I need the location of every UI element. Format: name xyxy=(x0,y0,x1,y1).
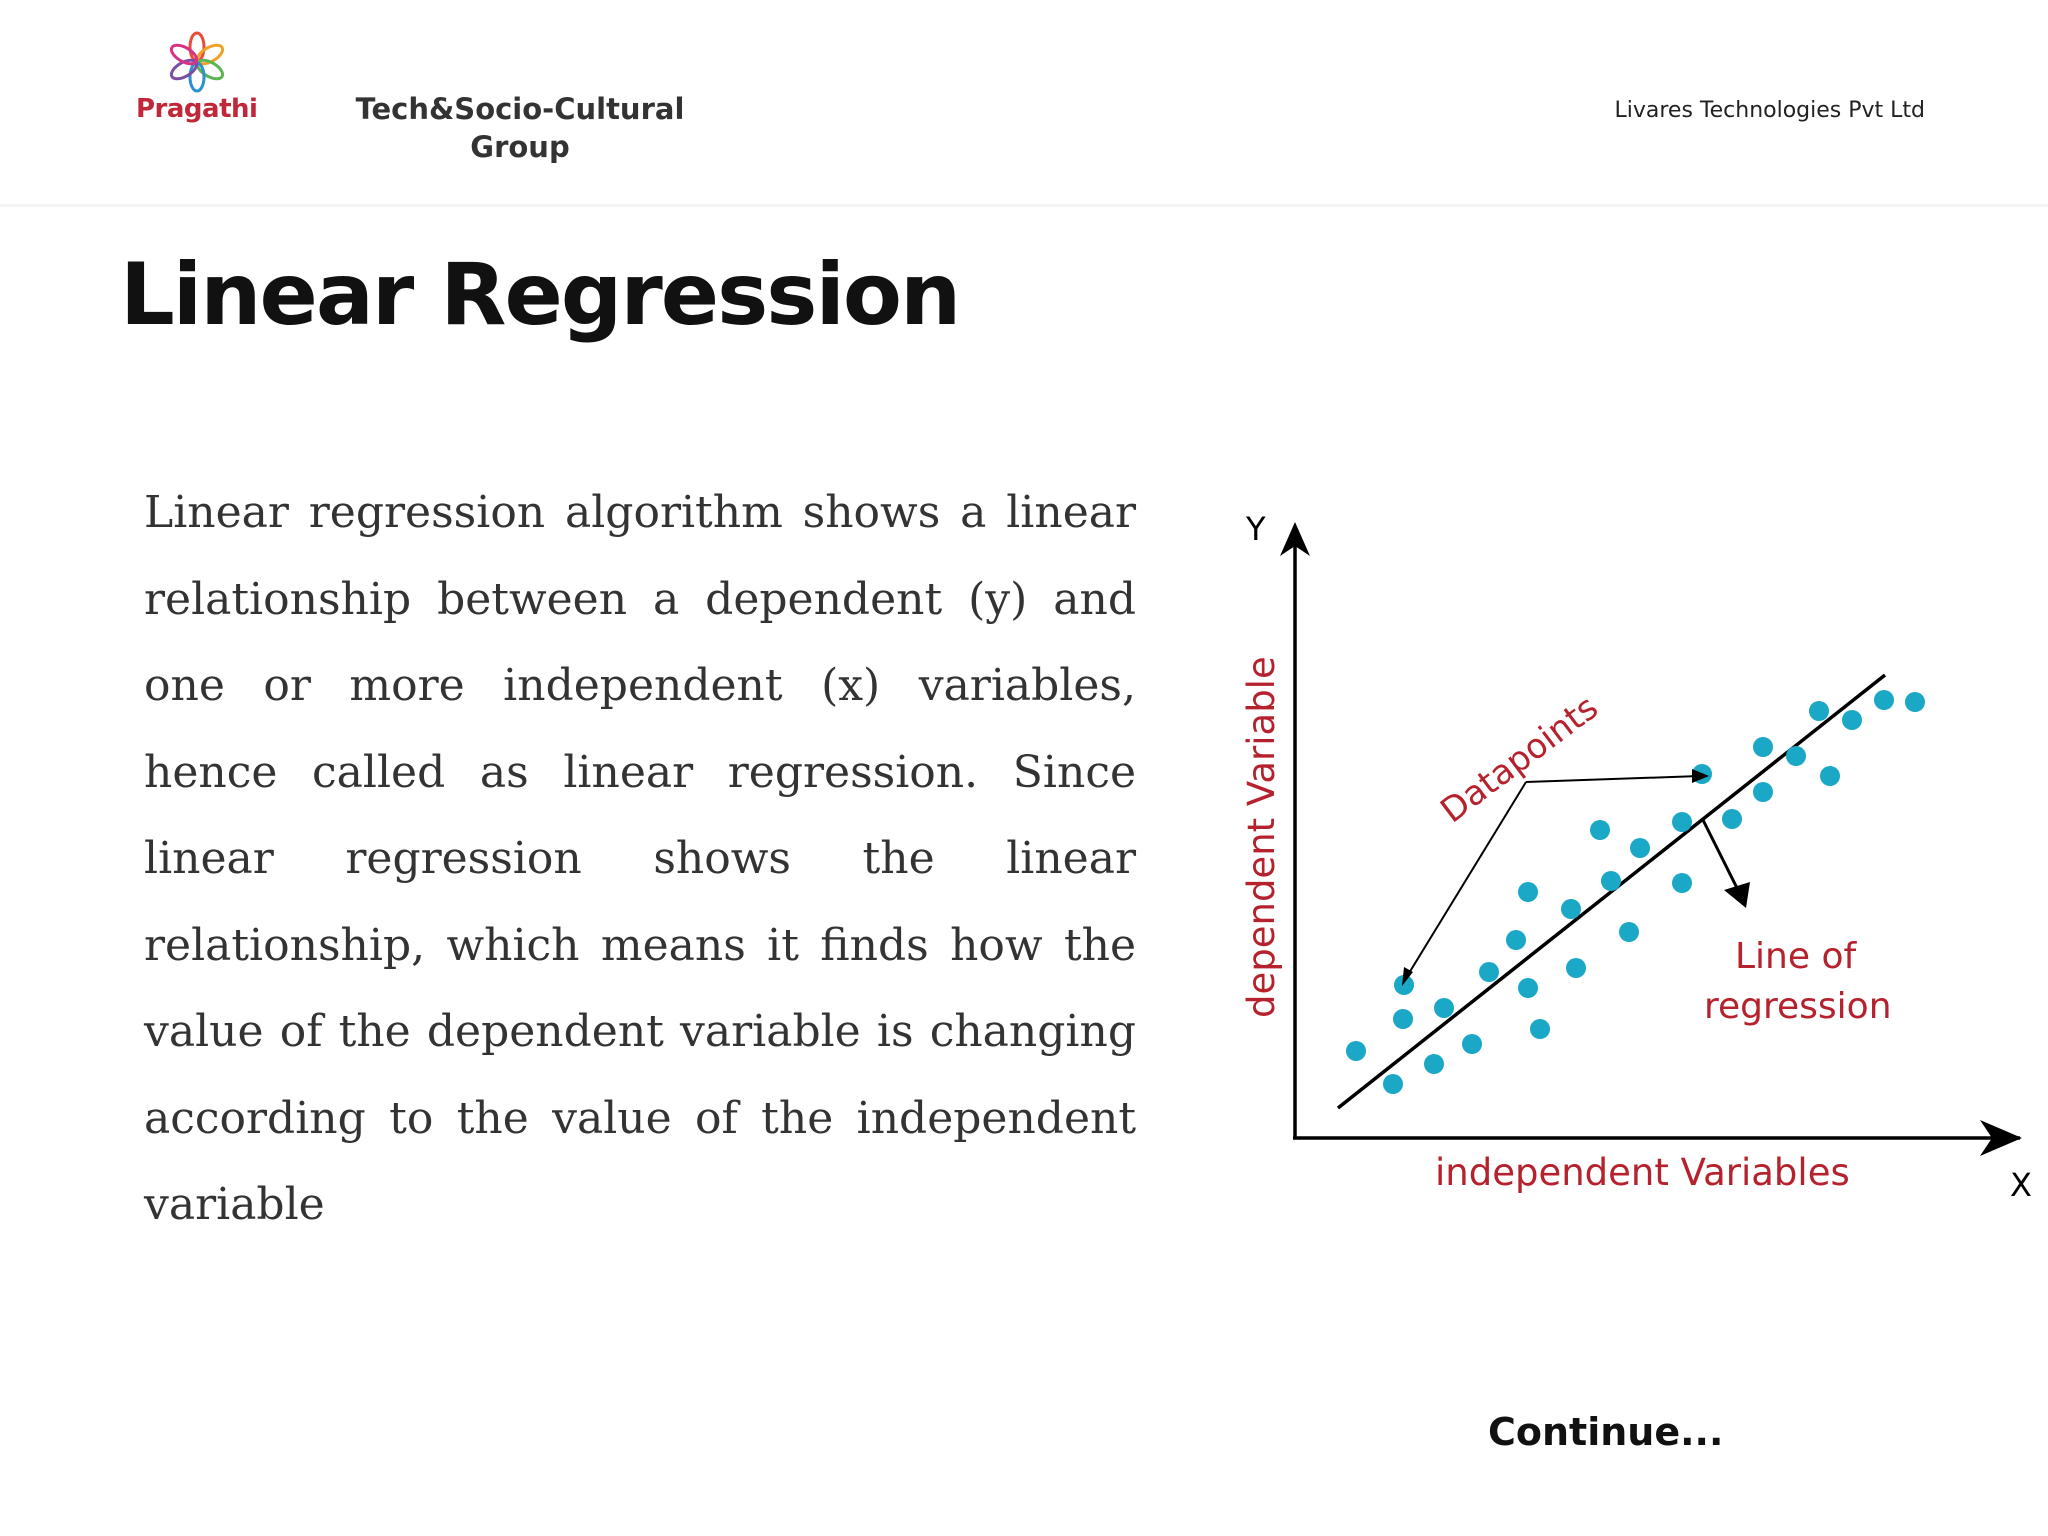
slide-header: Pragathi Tech&Socio-Cultural Group Livar… xyxy=(0,0,2048,207)
datapoint xyxy=(1619,922,1639,942)
slide-body-text: Linear regression algorithm shows a line… xyxy=(144,487,1136,1230)
datapoint xyxy=(1874,690,1894,710)
regression-pointer xyxy=(1700,817,1740,891)
regression-label-line1: Line of xyxy=(1735,936,1857,977)
datapoint xyxy=(1394,975,1414,995)
y-axis-arrowhead xyxy=(1280,522,1310,556)
datapoint xyxy=(1630,838,1650,858)
datapoints-pointer-right xyxy=(1525,775,1701,783)
datapoint xyxy=(1566,958,1586,978)
datapoints-pointer-left xyxy=(1405,781,1527,979)
datapoint xyxy=(1462,1034,1482,1054)
datapoint xyxy=(1434,998,1454,1018)
regression-label-line2: regression xyxy=(1704,986,1892,1027)
linear-regression-diagram: Y X dependent Variable independent Varia… xyxy=(1240,510,2032,1204)
datapoint xyxy=(1424,1054,1444,1074)
datapoint xyxy=(1753,737,1773,757)
x-axis-label: independent Variables xyxy=(1435,1151,1850,1194)
x-axis-letter: X xyxy=(2010,1166,2032,1204)
datapoint xyxy=(1530,1019,1550,1039)
datapoint xyxy=(1518,882,1538,902)
datapoint xyxy=(1561,899,1581,919)
y-axis-label: dependent Variable xyxy=(1240,656,1283,1018)
x-axis-arrowhead xyxy=(1980,1120,2022,1156)
datapoint xyxy=(1753,782,1773,802)
datapoints xyxy=(1346,690,1925,1094)
datapoint xyxy=(1672,873,1692,893)
datapoint xyxy=(1820,766,1840,786)
slide-title: Linear Regression xyxy=(120,245,961,345)
datapoint xyxy=(1383,1074,1403,1094)
datapoint xyxy=(1346,1041,1366,1061)
y-axis-letter: Y xyxy=(1245,510,1266,548)
datapoint xyxy=(1601,871,1621,891)
datapoints-pointer-left-head xyxy=(1402,967,1413,986)
datapoint xyxy=(1590,820,1610,840)
continue-label: Continue... xyxy=(1488,1410,1724,1454)
regression-pointer-head xyxy=(1724,882,1750,908)
datapoint xyxy=(1393,1009,1413,1029)
regression-line xyxy=(1336,673,1887,1110)
datapoint xyxy=(1722,809,1742,829)
datapoint xyxy=(1518,978,1538,998)
datapoint xyxy=(1786,746,1806,766)
datapoint xyxy=(1479,962,1499,982)
group-name: Tech&Socio-Cultural Group xyxy=(355,92,685,164)
datapoint xyxy=(1842,710,1862,730)
company-name: Livares Technologies Pvt Ltd xyxy=(1614,98,1926,123)
datapoint xyxy=(1809,701,1829,721)
pragathi-logo: Pragathi xyxy=(132,30,262,130)
datapoint xyxy=(1506,930,1526,950)
datapoint xyxy=(1672,812,1692,832)
datapoint xyxy=(1905,692,1925,712)
flower-logo-icon xyxy=(169,31,225,93)
logo-brand-text: Pragathi xyxy=(136,94,258,124)
datapoints-pointer-right-head xyxy=(1692,769,1709,783)
datapoints-label: Datapoints xyxy=(1433,688,1605,832)
